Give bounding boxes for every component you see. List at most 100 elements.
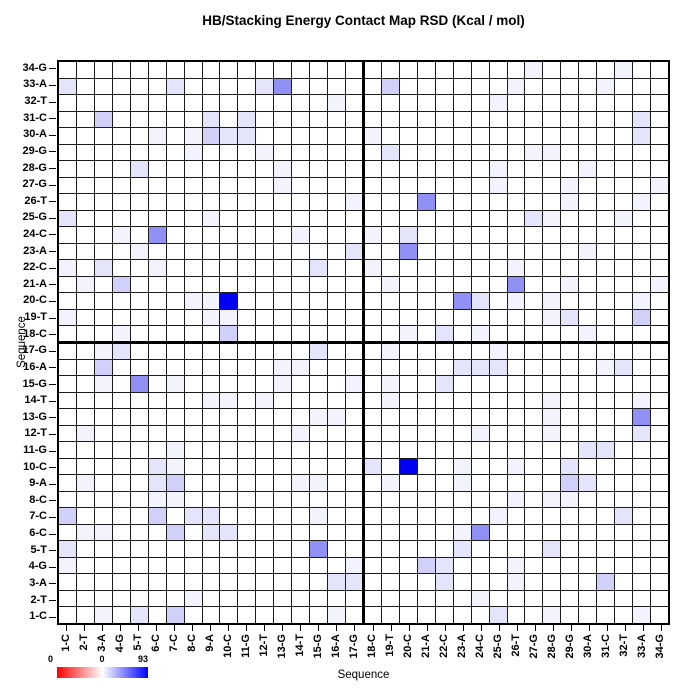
heatmap-cell xyxy=(615,260,633,276)
heatmap-cell xyxy=(525,293,543,309)
heatmap-cell xyxy=(184,111,202,128)
heatmap-cell xyxy=(525,359,543,376)
heatmap-cell xyxy=(166,392,184,409)
heatmap-cell xyxy=(597,78,615,95)
heatmap-cell xyxy=(364,326,381,342)
heatmap-cell xyxy=(166,508,184,524)
heatmap-cell xyxy=(59,359,76,376)
heatmap-cell xyxy=(417,607,435,623)
heatmap-cell xyxy=(417,210,435,227)
heatmap-cell xyxy=(364,144,381,161)
heatmap-cell xyxy=(435,557,453,574)
heatmap-cell xyxy=(130,309,148,326)
heatmap-cell xyxy=(435,574,453,590)
heatmap-cell xyxy=(112,342,130,359)
x-tick-mark xyxy=(336,625,338,631)
heatmap-cell xyxy=(471,111,489,128)
heatmap-cell xyxy=(417,508,435,524)
heatmap-cell xyxy=(507,607,525,623)
heatmap-cell xyxy=(166,177,184,194)
heatmap-cell xyxy=(112,425,130,442)
heatmap-cell xyxy=(346,607,363,623)
heatmap-cell xyxy=(543,557,561,574)
heatmap-cell xyxy=(76,293,94,309)
heatmap-cell xyxy=(184,276,202,293)
heatmap-cell xyxy=(274,607,292,623)
x-tick-label: 29-G xyxy=(564,634,577,659)
heatmap-cell xyxy=(220,607,238,623)
heatmap-cell xyxy=(561,359,579,376)
heatmap-cell xyxy=(561,475,579,491)
heatmap-cell xyxy=(507,194,525,210)
x-tick-mark xyxy=(156,625,158,631)
heatmap-cell xyxy=(364,409,381,425)
heatmap-cell xyxy=(364,276,381,293)
x-tick-label: 17-G xyxy=(347,634,360,659)
heatmap-cell xyxy=(346,541,363,557)
heatmap-cell xyxy=(597,392,615,409)
heatmap-cell xyxy=(579,442,597,458)
heatmap-cell xyxy=(112,508,130,524)
heatmap-cell xyxy=(543,111,561,128)
heatmap-cell xyxy=(184,243,202,260)
heatmap-cell xyxy=(328,376,346,392)
heatmap-cell xyxy=(148,359,166,376)
heatmap-cell xyxy=(651,144,668,161)
heatmap-cell xyxy=(364,557,381,574)
heatmap-cell xyxy=(202,78,220,95)
heatmap-cell xyxy=(59,508,76,524)
heatmap-cell xyxy=(597,342,615,359)
heatmap-cell xyxy=(471,524,489,541)
heatmap-cell xyxy=(220,574,238,590)
y-tick-label: 29-G xyxy=(22,144,47,157)
heatmap-cell xyxy=(148,326,166,342)
heatmap-cell xyxy=(579,326,597,342)
heatmap-cell xyxy=(130,210,148,227)
heatmap-cell xyxy=(381,78,399,95)
heatmap-cell xyxy=(310,62,328,78)
heatmap-cell xyxy=(597,144,615,161)
heatmap-cell xyxy=(130,144,148,161)
heatmap-cell xyxy=(274,508,292,524)
heatmap-cell xyxy=(453,524,471,541)
heatmap-cell xyxy=(525,243,543,260)
heatmap-cell xyxy=(148,590,166,607)
heatmap-cell xyxy=(202,342,220,359)
heatmap-cell xyxy=(148,243,166,260)
heatmap-cell xyxy=(94,210,112,227)
heatmap-cell xyxy=(274,177,292,194)
heatmap-cell xyxy=(399,293,417,309)
heatmap-cell xyxy=(507,293,525,309)
heatmap-cell xyxy=(76,111,94,128)
heatmap-cell xyxy=(328,359,346,376)
y-tick-label: 24-C xyxy=(23,227,47,240)
y-tick-mark xyxy=(49,284,56,286)
heatmap-cell xyxy=(256,62,274,78)
heatmap-cell xyxy=(417,111,435,128)
heatmap-cell xyxy=(525,409,543,425)
heatmap-cell xyxy=(399,590,417,607)
heatmap-cell xyxy=(238,524,256,541)
heatmap-cell xyxy=(561,409,579,425)
heatmap-cell xyxy=(59,342,76,359)
heatmap-cell xyxy=(579,557,597,574)
heatmap-cell xyxy=(202,475,220,491)
heatmap-cell xyxy=(256,524,274,541)
heatmap-cell xyxy=(130,276,148,293)
heatmap-cell xyxy=(381,260,399,276)
heatmap-cell xyxy=(148,491,166,508)
x-tick-label: 15-G xyxy=(311,634,324,659)
heatmap-cell xyxy=(633,442,651,458)
heatmap-cell xyxy=(561,607,579,623)
heatmap-cell xyxy=(597,590,615,607)
heatmap-cell xyxy=(202,376,220,392)
x-tick-mark xyxy=(606,625,608,631)
heatmap-cell xyxy=(346,95,363,111)
heatmap-cell xyxy=(328,111,346,128)
y-tick-mark xyxy=(49,600,56,602)
heatmap-cell xyxy=(543,607,561,623)
heatmap-cell xyxy=(453,144,471,161)
y-tick-mark xyxy=(49,450,56,452)
heatmap-cell xyxy=(59,376,76,392)
x-tick-label: 23-A xyxy=(456,634,469,658)
